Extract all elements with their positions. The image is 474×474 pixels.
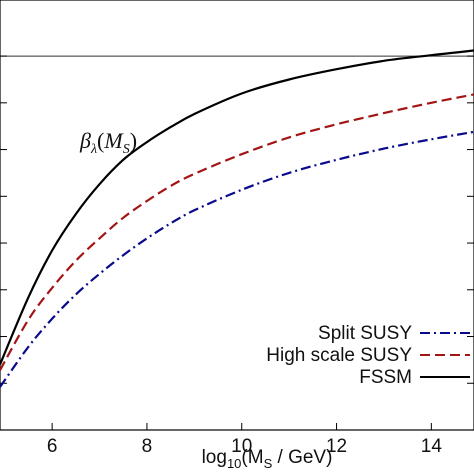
annotation-sub2: S — [123, 142, 130, 157]
series-line-1 — [0, 93, 474, 371]
legend: Split SUSY High scale SUSY FSSM — [266, 323, 470, 388]
x-tick-label-4: 14 — [421, 436, 443, 457]
annotation-sub1: λ — [90, 142, 97, 157]
x-tick-label-2: 10 — [231, 436, 252, 457]
x-tick-label-0: 6 — [47, 436, 58, 457]
chart-annotation: βλ(MS) — [79, 128, 137, 157]
annotation-arg: M — [103, 128, 124, 153]
x-axis-label: log10(MS / GeV) — [202, 447, 333, 471]
x-tick-label-3: 12 — [326, 436, 347, 457]
legend-label-fssm: FSSM — [359, 367, 412, 388]
annotation-close: ) — [130, 128, 137, 153]
plot-frame — [0, 0, 474, 431]
x-tick-label-1: 8 — [142, 436, 153, 457]
legend-label-split-susy: Split SUSY — [318, 323, 412, 344]
annotation-main: β — [79, 128, 91, 153]
series-line-2 — [0, 49, 474, 366]
annotation-open: ( — [97, 128, 104, 153]
legend-label-high-scale-susy: High scale SUSY — [266, 345, 412, 366]
